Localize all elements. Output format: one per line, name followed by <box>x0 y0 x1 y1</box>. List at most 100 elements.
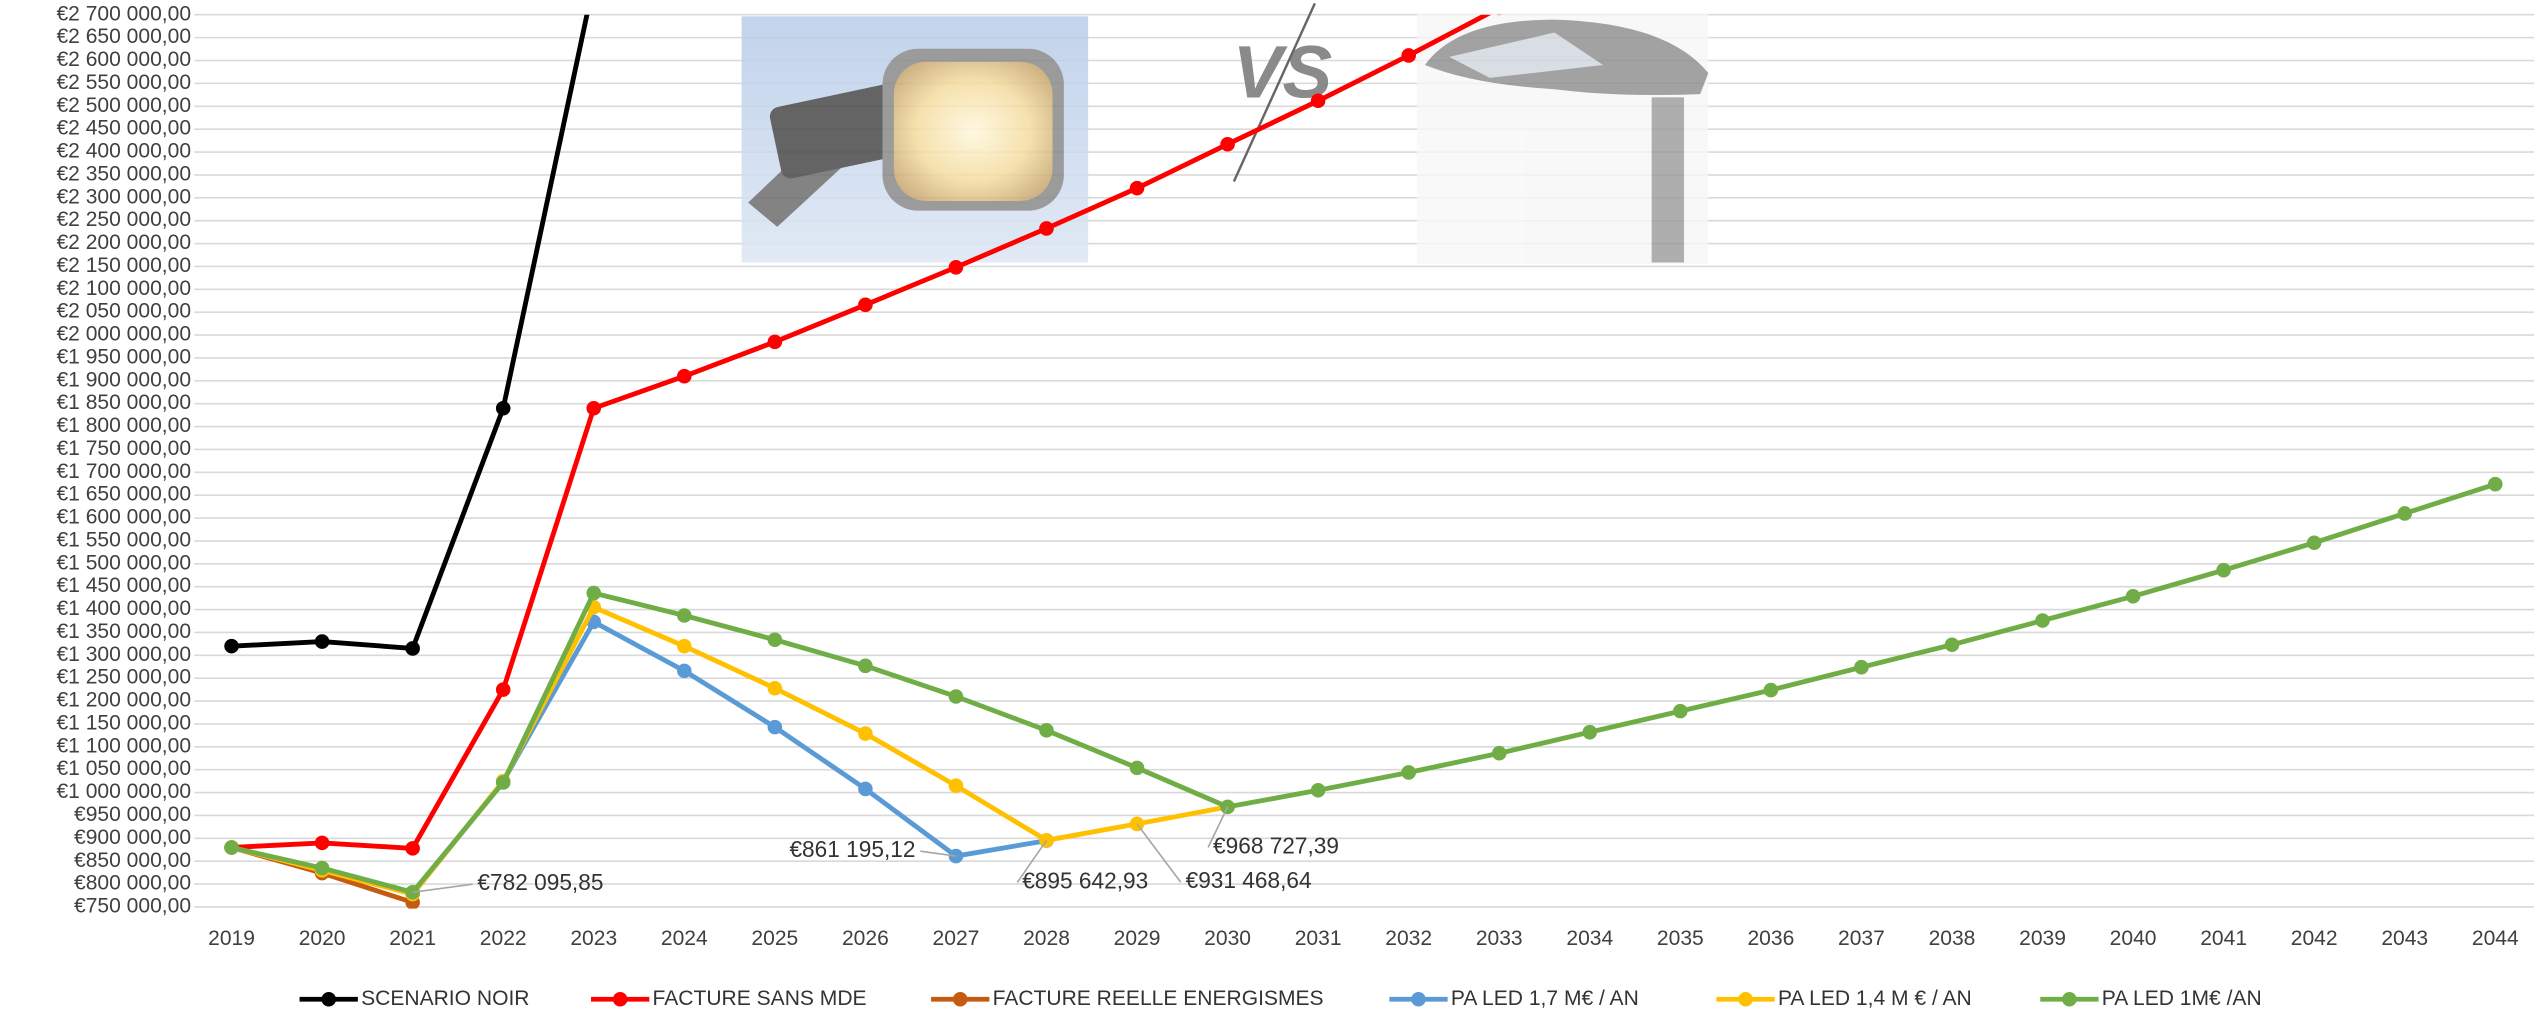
value-label: €968 727,39 <box>1213 832 1339 858</box>
data-point <box>1496 14 1502 16</box>
data-point <box>224 840 239 855</box>
label-leader <box>1207 806 1229 848</box>
legend-item: PA LED 1,7 M€ / AN <box>1389 987 1639 1010</box>
legend-label: PA LED 1,7 M€ / AN <box>1451 987 1639 1010</box>
data-point <box>405 841 420 856</box>
data-point <box>767 719 783 735</box>
legend-marker <box>321 991 336 1007</box>
data-point <box>1673 703 1688 719</box>
legend-label: SCENARIO NOIR <box>361 987 529 1010</box>
legend-item: SCENARIO NOIR <box>299 987 530 1010</box>
data-point <box>1129 180 1145 196</box>
y-tick-label: €1 400 000,00 <box>56 597 191 620</box>
legend-marker <box>1411 991 1426 1007</box>
x-tick-label: 2044 <box>2472 927 2519 950</box>
decor-photo-old-lamp <box>741 16 1089 263</box>
x-tick-label: 2026 <box>842 927 889 950</box>
x-tick-label: 2030 <box>1204 927 1251 950</box>
x-tick-label: 2036 <box>1747 927 1794 950</box>
y-tick-label: €950 000,00 <box>74 803 191 826</box>
data-point <box>314 634 330 649</box>
data-point <box>495 400 511 416</box>
y-tick-label: €1 200 000,00 <box>56 689 191 712</box>
data-point <box>948 778 964 793</box>
series-line <box>230 619 1047 897</box>
data-point <box>1310 93 1326 109</box>
x-tick-label: 2038 <box>1929 927 1976 950</box>
data-point <box>1039 723 1054 738</box>
y-tick-label: €2 400 000,00 <box>56 140 191 163</box>
data-point <box>314 860 330 876</box>
y-tick-label: €1 650 000,00 <box>56 483 191 506</box>
data-point <box>858 297 873 313</box>
data-point <box>677 663 692 679</box>
y-tick-label: €1 700 000,00 <box>56 460 191 483</box>
legend-marker <box>2062 991 2077 1007</box>
data-point <box>2397 506 2413 521</box>
series-line <box>231 481 2497 895</box>
data-point <box>1401 48 1416 63</box>
data-point <box>948 260 964 275</box>
data-point <box>586 585 602 601</box>
data-point <box>948 689 964 704</box>
y-tick-label: €1 100 000,00 <box>56 734 191 757</box>
y-tick-label: €1 250 000,00 <box>56 666 191 689</box>
y-tick-label: €1 550 000,00 <box>56 528 191 551</box>
label-leader <box>1016 839 1048 883</box>
y-tick-label: €2 050 000,00 <box>56 300 191 323</box>
data-point <box>314 835 330 851</box>
y-tick-label: €850 000,00 <box>74 849 191 872</box>
data-point <box>858 726 873 741</box>
x-tick-label: 2021 <box>389 927 436 950</box>
y-tick-label: €2 550 000,00 <box>56 71 191 94</box>
data-point <box>767 632 783 648</box>
y-tick-label: €2 700 000,00 <box>56 2 191 25</box>
x-tick-label: 2041 <box>2200 927 2247 950</box>
data-point <box>1944 637 1960 653</box>
y-tick-label: €1 750 000,00 <box>56 437 191 460</box>
data-point <box>1039 221 1054 236</box>
data-point <box>224 638 239 654</box>
y-tick-label: €1 000 000,00 <box>56 780 191 803</box>
y-tick-label: €2 100 000,00 <box>56 277 191 300</box>
data-point <box>586 400 602 416</box>
value-label: €782 095,85 <box>477 869 603 895</box>
y-tick-label: €1 350 000,00 <box>56 620 191 643</box>
y-tick-label: €2 450 000,00 <box>56 117 191 140</box>
x-tick-label: 2035 <box>1657 927 1704 950</box>
x-tick-label: 2039 <box>2019 927 2066 950</box>
plot-area <box>224 14 2503 909</box>
data-point <box>2487 476 2503 492</box>
legend-marker <box>952 991 968 1007</box>
legend-item: FACTURE SANS MDE <box>591 987 867 1010</box>
x-tick-label: 2042 <box>2291 927 2338 950</box>
data-point <box>495 775 511 790</box>
x-tick-label: 2029 <box>1114 927 1161 950</box>
y-tick-label: €750 000,00 <box>74 895 191 918</box>
legend-item: PA LED 1,4 M € / AN <box>1716 987 1972 1010</box>
x-tick-label: 2025 <box>751 927 798 950</box>
x-tick-label: 2019 <box>208 927 255 950</box>
value-label: €895 642,93 <box>1022 867 1148 893</box>
data-point <box>677 368 692 384</box>
y-tick-label: €800 000,00 <box>74 872 191 895</box>
y-tick-label: €2 150 000,00 <box>56 254 191 277</box>
y-tick-label: €2 500 000,00 <box>56 94 191 117</box>
y-tick-label: €1 050 000,00 <box>56 757 191 780</box>
data-point <box>1310 782 1326 798</box>
data-point <box>1039 833 1054 848</box>
y-tick-label: €1 850 000,00 <box>56 391 191 414</box>
legend-label: PA LED 1M€ /AN <box>2102 987 2262 1010</box>
data-point <box>677 638 692 654</box>
x-tick-label: 2024 <box>661 927 708 950</box>
x-tick-label: 2033 <box>1476 927 1523 950</box>
data-point <box>677 608 692 623</box>
data-point <box>2125 588 2141 604</box>
legend-marker <box>1738 991 1753 1007</box>
labels: €861 195,12 €895 642,93 €931 468,64 €782 09… <box>412 806 1339 895</box>
data-point <box>858 781 873 797</box>
data-point <box>858 658 873 674</box>
x-tick-label: 2028 <box>1023 927 1070 950</box>
decor-photo-led-lamp <box>1416 13 1709 265</box>
